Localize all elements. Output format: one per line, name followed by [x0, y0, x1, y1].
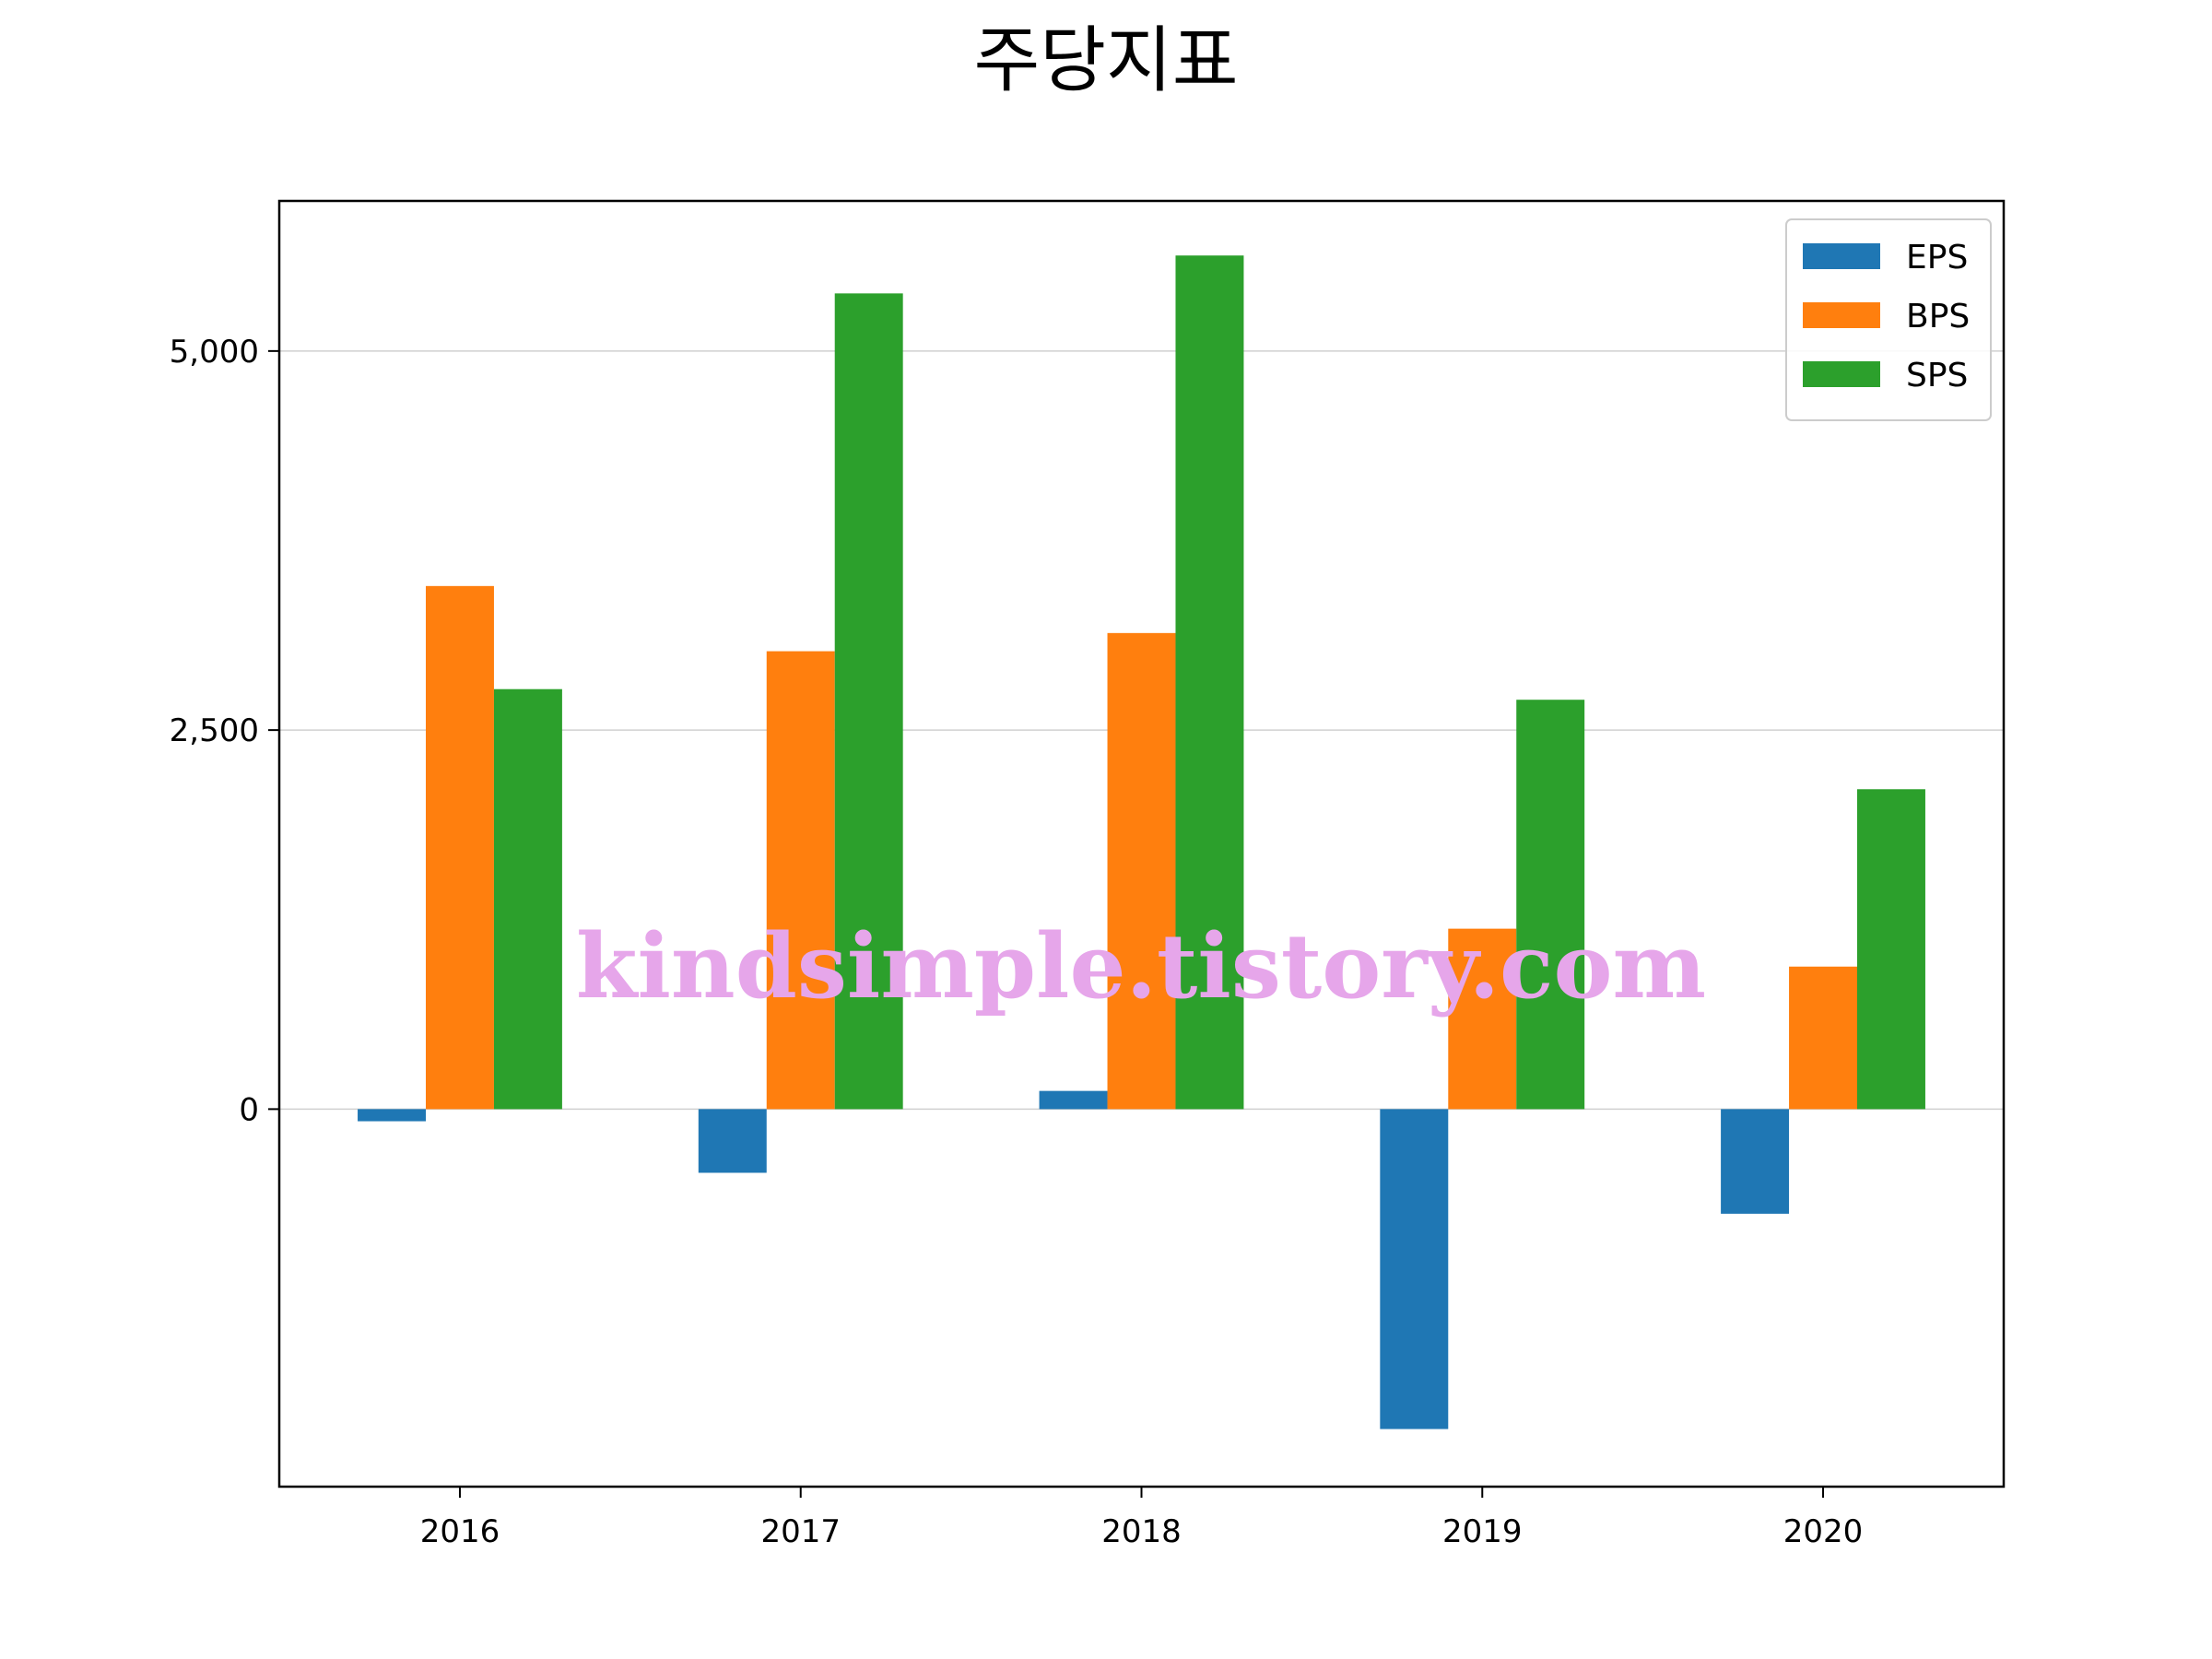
legend-swatch-sps — [1803, 361, 1880, 387]
bars — [358, 255, 1925, 1430]
bar-eps-2018 — [1039, 1090, 1108, 1110]
y-tick-label-1: 2,500 — [170, 712, 259, 749]
bar-bps-2016 — [425, 585, 494, 1110]
bar-bps-2019 — [1448, 928, 1517, 1110]
bar-eps-2020 — [1721, 1109, 1790, 1214]
y-axis: 0 2,500 5,000 — [170, 334, 279, 1128]
legend-swatch-eps — [1803, 243, 1880, 269]
x-tick-label-2018: 2018 — [1101, 1513, 1182, 1550]
legend: EPS BPS SPS — [1785, 218, 1992, 421]
x-axis: 2016 2017 2018 2019 2020 — [420, 1487, 1864, 1550]
x-tick-label-2016: 2016 — [420, 1513, 500, 1550]
bar-sps-2017 — [834, 293, 903, 1110]
x-tick-label-2019: 2019 — [1442, 1513, 1523, 1550]
bar-sps-2019 — [1516, 700, 1585, 1110]
y-tick-label-2: 5,000 — [170, 334, 259, 371]
bar-bps-2020 — [1789, 966, 1858, 1110]
bar-eps-2017 — [698, 1109, 767, 1173]
bar-sps-2020 — [1857, 789, 1925, 1110]
x-tick-label-2020: 2020 — [1783, 1513, 1864, 1550]
bar-eps-2019 — [1380, 1109, 1449, 1430]
bar-sps-2018 — [1175, 255, 1244, 1110]
legend-swatch-bps — [1803, 302, 1880, 328]
legend-label-bps: BPS — [1906, 298, 1970, 335]
x-tick-label-2017: 2017 — [760, 1513, 841, 1550]
bar-sps-2016 — [493, 688, 562, 1110]
chart-title: 주당지표 — [973, 19, 1238, 102]
legend-label-eps: EPS — [1906, 239, 1968, 276]
watermark: kindsimple.tistory.com — [576, 914, 1706, 1018]
bar-eps-2016 — [358, 1109, 426, 1122]
y-tick-label-0: 0 — [239, 1091, 259, 1128]
bar-bps-2018 — [1107, 632, 1176, 1110]
legend-label-sps: SPS — [1906, 357, 1968, 394]
bar-bps-2017 — [766, 651, 835, 1110]
